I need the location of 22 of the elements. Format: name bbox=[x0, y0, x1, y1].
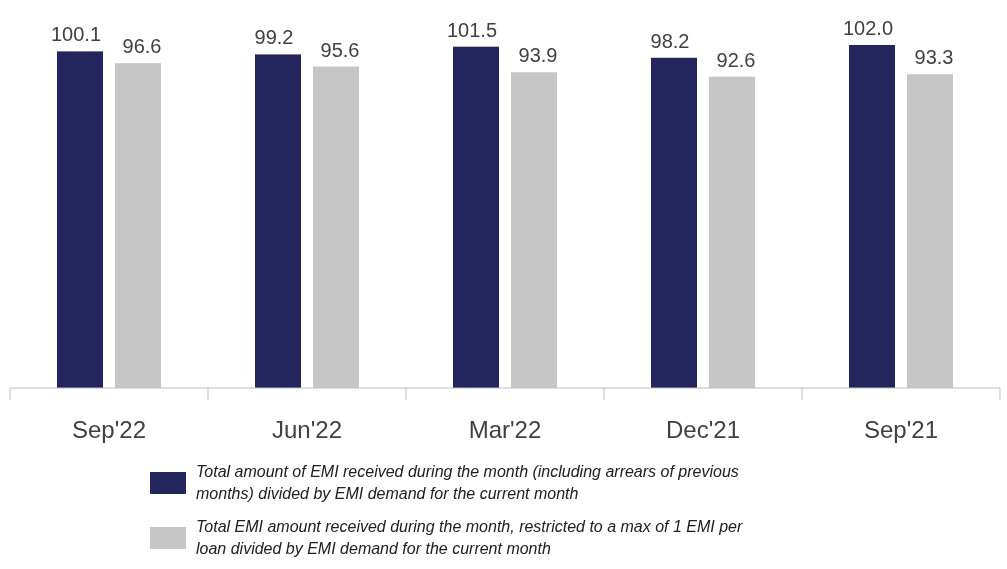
data-label: 95.6 bbox=[320, 38, 360, 61]
legend-label: Total amount of EMI received during the month (including arrears of previous months) divided by EMI demand for the current month bbox=[196, 463, 739, 502]
bar bbox=[453, 46, 499, 388]
data-label: 99.2 bbox=[254, 26, 294, 49]
bar bbox=[57, 51, 103, 388]
bar bbox=[651, 57, 697, 388]
bar bbox=[255, 54, 301, 388]
data-label: 93.9 bbox=[518, 44, 558, 67]
x-tick-label: Jun'22 bbox=[272, 416, 342, 443]
bar bbox=[849, 45, 895, 388]
x-tick-label: Dec'21 bbox=[666, 416, 740, 443]
data-label: 101.5 bbox=[446, 18, 498, 41]
x-tick-label: Sep'22 bbox=[72, 416, 146, 443]
data-label: 93.3 bbox=[914, 46, 954, 69]
x-tick-label: Mar'22 bbox=[468, 416, 542, 443]
data-label: 98.2 bbox=[650, 29, 690, 52]
data-label: 96.6 bbox=[122, 35, 162, 58]
data-label: 100.1 bbox=[50, 23, 102, 46]
legend-label: Total EMI amount received during the month, restricted to a max of 1 EMI per loan divided by EMI demand for the current month bbox=[196, 518, 744, 557]
data-label: 92.6 bbox=[716, 48, 756, 71]
x-tick-label: Sep'21 bbox=[864, 416, 938, 443]
data-label: 102.0 bbox=[842, 17, 894, 39]
